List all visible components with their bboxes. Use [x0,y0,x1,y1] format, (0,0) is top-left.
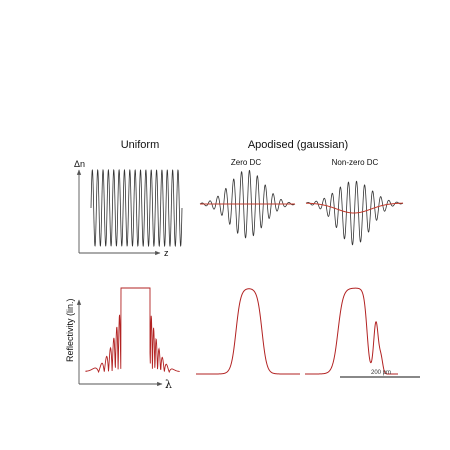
nonzero-dc-reflectivity-spectrum [305,287,398,375]
uniform-heading: Uniform [121,139,160,151]
uniform-index-modulation [90,168,183,248]
zero-dc-heading: Zero DC [231,158,261,167]
wavelength-axis-label: λ [165,378,172,391]
dn-axis-label: Δn [74,159,85,169]
reflectivity-axis-label: Reflectivity (lin.) [65,298,75,362]
nonzero-dc-heading: Non-zero DC [332,158,379,167]
zero-dc-reflectivity-spectrum [196,288,300,375]
uniform-reflectivity-spectrum [85,287,180,374]
z-axis-label: z [164,248,169,258]
scale-bar-label: 200 pm [371,370,391,376]
apodised-heading: Apodised (gaussian) [248,139,348,151]
nonzero-dc-mean-level [305,202,404,214]
